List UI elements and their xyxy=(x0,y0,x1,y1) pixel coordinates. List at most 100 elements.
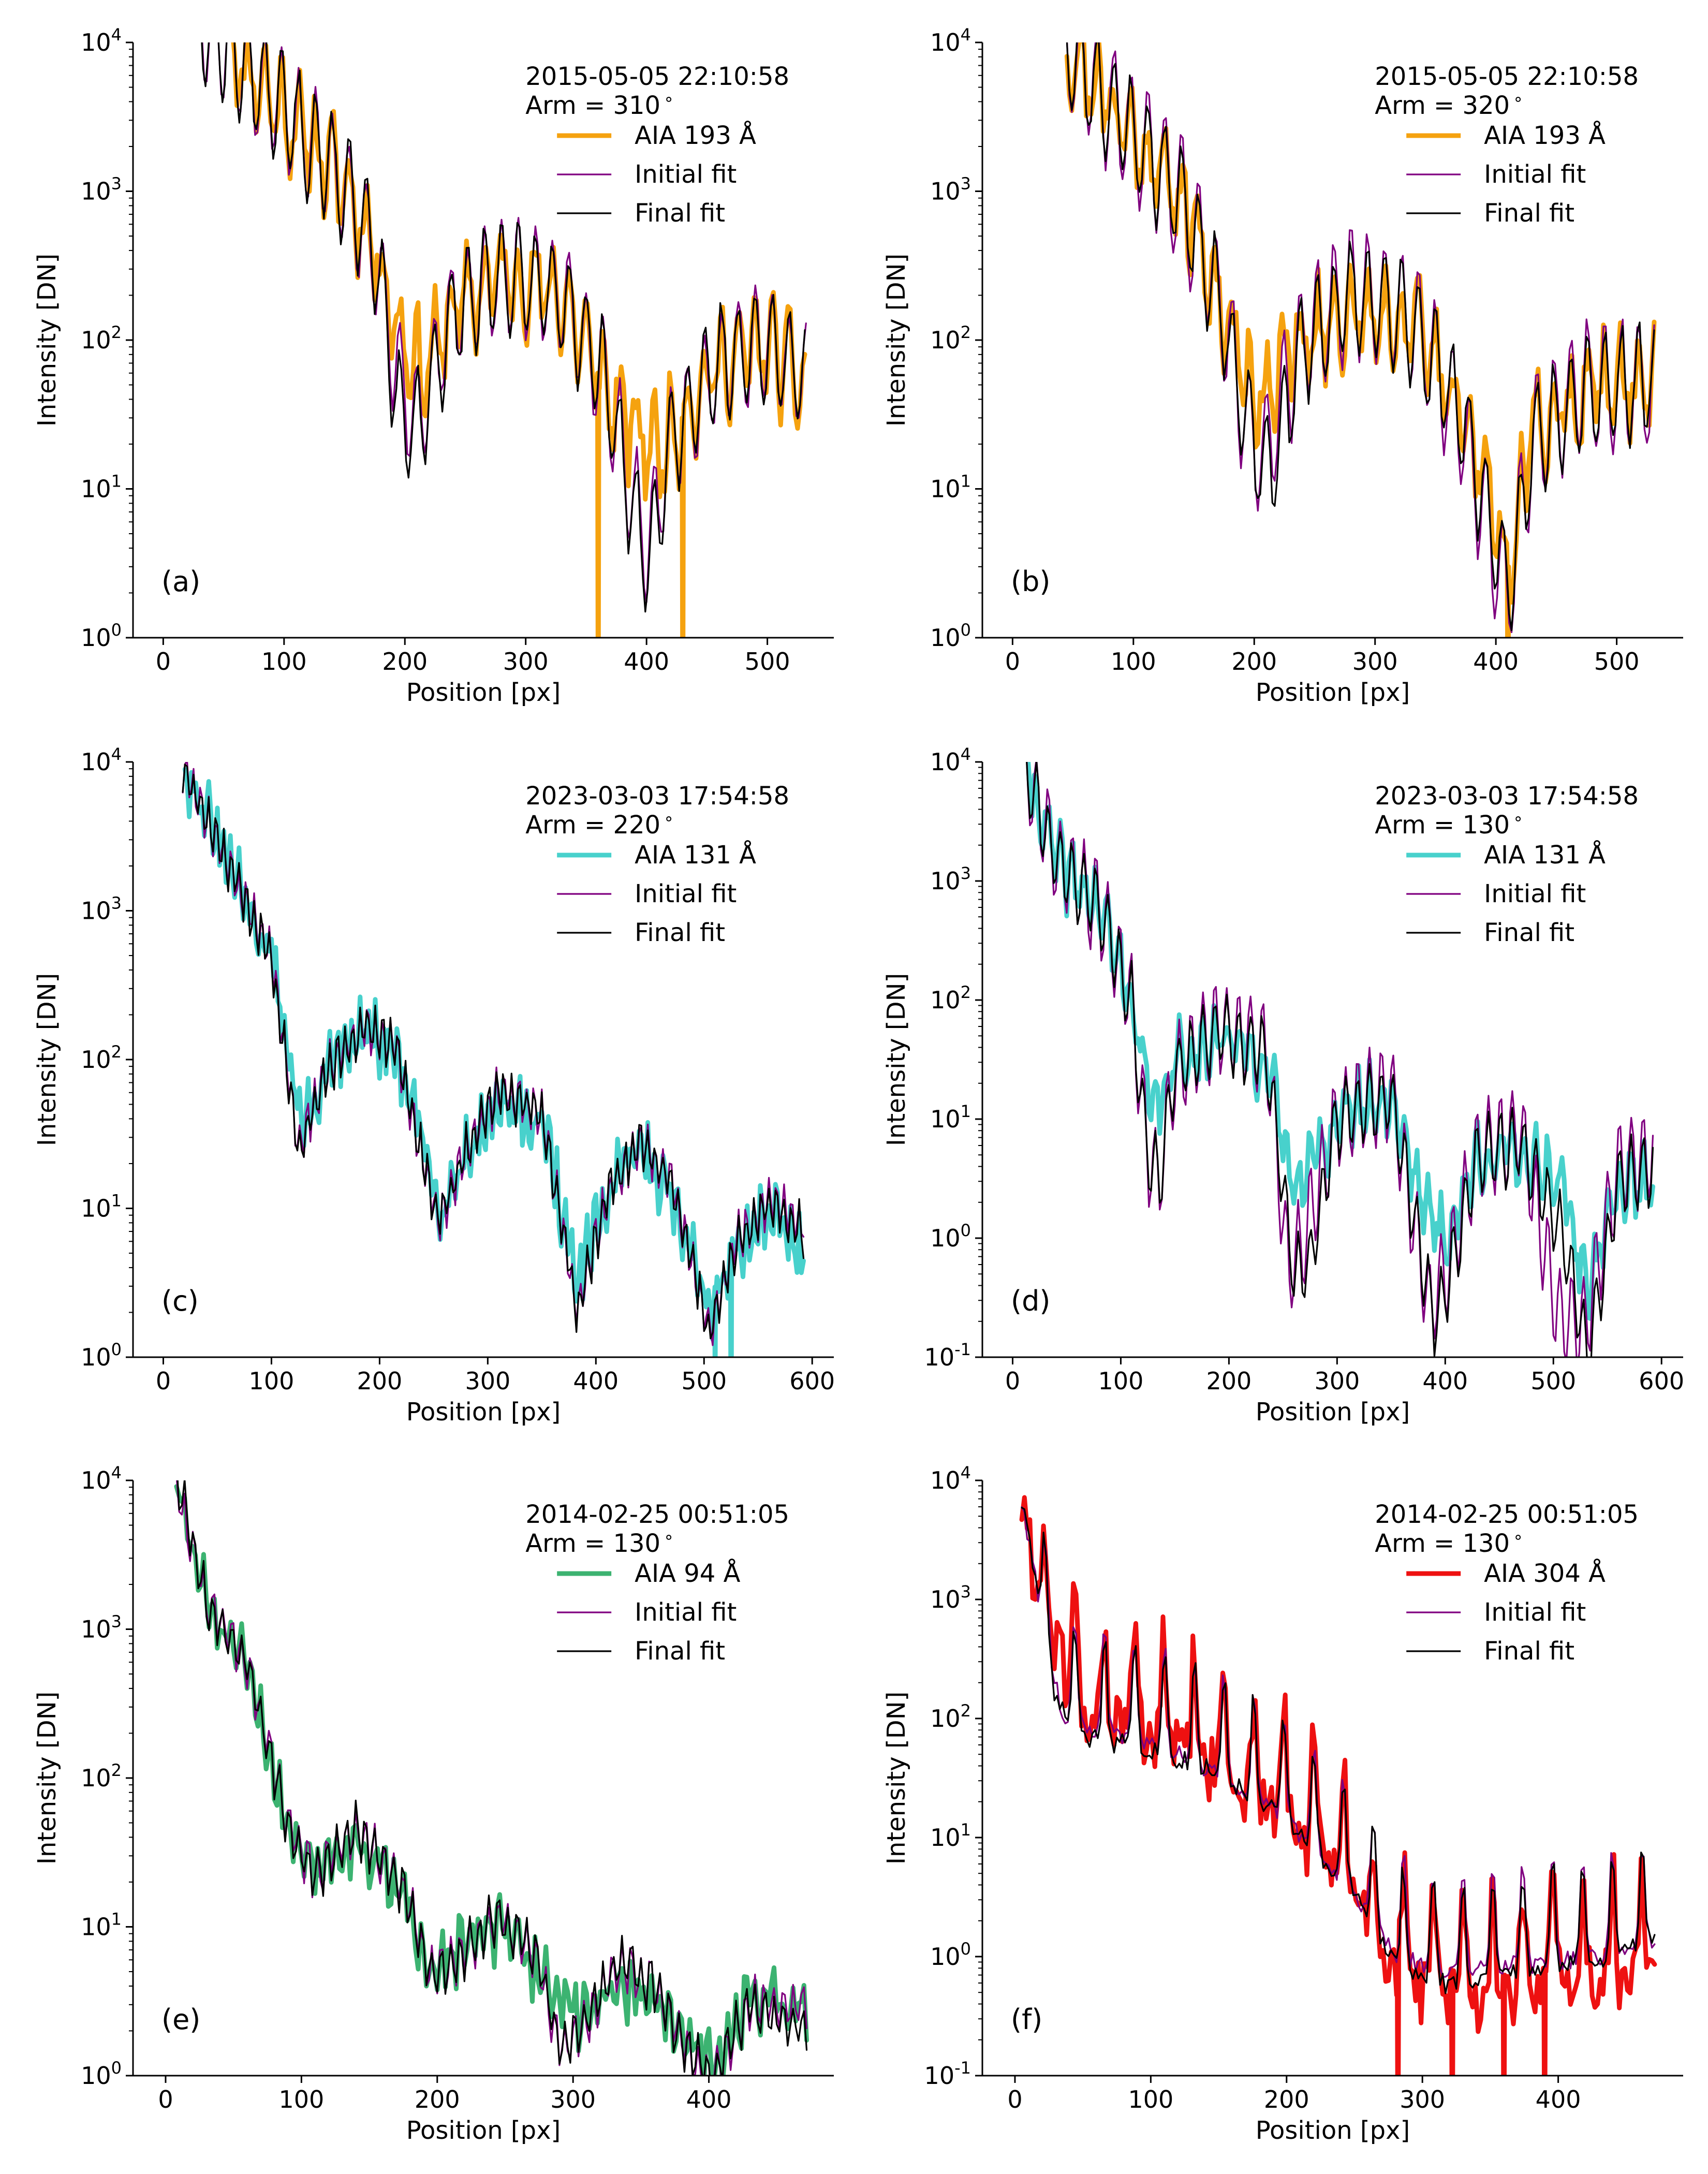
x-tick-label: 400 xyxy=(573,1367,619,1395)
x-tick-label: 100 xyxy=(278,2085,324,2113)
legend-label-obs: AIA 131 Å xyxy=(1484,840,1606,870)
y-tick-label: 100 xyxy=(930,620,971,652)
x-tick-label: 400 xyxy=(1536,2085,1581,2113)
y-tick-label: 102 xyxy=(930,982,971,1014)
y-tick-label: 101 xyxy=(81,1909,122,1941)
series-line-obs xyxy=(182,767,806,1357)
y-tick-label: 100 xyxy=(930,1939,971,1971)
timestamp-label: 2014-02-25 00:51:05 xyxy=(525,1500,789,1529)
y-tick-label: 104 xyxy=(930,25,971,56)
x-axis-label: Position [px] xyxy=(406,2116,561,2145)
arm-label: Arm = 130 ∘ xyxy=(1375,809,1523,840)
y-tick-label: 101 xyxy=(930,1820,971,1852)
chart-panel-a: 0 100 200 300 400 500 100 101 102 103 104 Position … xyxy=(33,25,834,707)
x-tick-label: 200 xyxy=(1264,2085,1309,2113)
x-axis-label: Position [px] xyxy=(1256,678,1410,707)
legend-label-obs: AIA 131 Å xyxy=(635,840,756,870)
y-tick-label: 100 xyxy=(81,1340,122,1371)
legend-label-init: Initial fit xyxy=(635,1598,737,1627)
legend-label-obs: AIA 304 Å xyxy=(1484,1559,1606,1588)
x-tick-label: 200 xyxy=(1231,648,1277,675)
plot-area xyxy=(182,762,806,1357)
x-tick-label: 400 xyxy=(1422,1367,1468,1395)
x-axis-label: Position [px] xyxy=(1256,1398,1410,1427)
x-tick-label: 0 xyxy=(156,648,171,675)
legend-label-init: Initial fit xyxy=(1484,1598,1586,1627)
legend-label-final: Final fit xyxy=(1484,1637,1574,1666)
timestamp-label: 2023-03-03 17:54:58 xyxy=(1375,782,1639,811)
y-tick-label: 104 xyxy=(81,744,122,776)
series-line-final xyxy=(1021,1507,1656,1994)
series-line-final xyxy=(201,42,806,613)
legend-label-init: Initial fit xyxy=(1484,160,1586,189)
legend: AIA 94 Å Initial fit Final fit xyxy=(557,1559,741,1666)
legend-label-obs: AIA 193 Å xyxy=(635,121,756,150)
series-line-final xyxy=(1026,762,1654,1357)
y-tick-label: 104 xyxy=(81,25,122,56)
x-tick-label: 0 xyxy=(1007,2085,1022,2113)
x-tick-label: 200 xyxy=(357,1367,403,1395)
arm-label: Arm = 310 ∘ xyxy=(525,89,674,120)
series-line-obs xyxy=(1026,762,1655,1321)
y-tick-label: 104 xyxy=(930,744,971,776)
panel-label: (e) xyxy=(161,2003,200,2036)
x-tick-label: 0 xyxy=(1005,648,1020,675)
y-axis-label: Intensity [DN] xyxy=(33,254,62,427)
y-axis-label: Intensity [DN] xyxy=(33,1692,62,1865)
panel-label: (f) xyxy=(1011,2003,1042,2036)
x-tick-label: 400 xyxy=(1473,648,1519,675)
x-tick-label: 500 xyxy=(1594,648,1640,675)
x-tick-label: 200 xyxy=(382,648,428,675)
x-tick-label: 600 xyxy=(789,1367,835,1395)
y-tick-label: 101 xyxy=(930,472,971,503)
timestamp-label: 2014-02-25 00:51:05 xyxy=(1375,1500,1639,1529)
y-tick-label: 102 xyxy=(81,1760,122,1792)
legend-label-final: Final fit xyxy=(635,199,725,228)
panel-label: (a) xyxy=(161,565,200,598)
y-tick-label: 101 xyxy=(81,1191,122,1223)
y-tick-label: 102 xyxy=(81,322,122,354)
legend: AIA 193 Å Initial fit Final fit xyxy=(1406,121,1606,228)
y-tick-label: 10-1 xyxy=(924,1340,971,1371)
legend-label-init: Initial fit xyxy=(635,160,737,189)
x-axis-label: Position [px] xyxy=(406,1398,561,1427)
chart-panel-c: 0 100 200 300 400 500 600 100 101 102 103 104 Positi… xyxy=(33,744,835,1427)
legend: AIA 131 Å Initial fit Final fit xyxy=(1406,840,1606,947)
series-line-final xyxy=(182,763,805,1340)
arm-label: Arm = 320 ∘ xyxy=(1375,89,1523,120)
legend-label-final: Final fit xyxy=(1484,199,1574,228)
x-tick-label: 200 xyxy=(415,2085,460,2113)
y-tick-label: 101 xyxy=(930,1101,971,1133)
panel-label: (c) xyxy=(161,1285,199,1317)
x-tick-label: 0 xyxy=(156,1367,171,1395)
x-tick-label: 500 xyxy=(681,1367,727,1395)
timestamp-label: 2015-05-05 22:10:58 xyxy=(525,62,789,91)
x-axis-label: Position [px] xyxy=(406,678,561,707)
arm-label: Arm = 220 ∘ xyxy=(525,809,674,840)
y-tick-label: 10-1 xyxy=(924,2058,971,2090)
x-tick-label: 600 xyxy=(1639,1367,1684,1395)
x-tick-label: 100 xyxy=(261,648,307,675)
y-tick-label: 102 xyxy=(930,1701,971,1732)
x-tick-label: 300 xyxy=(503,648,549,675)
y-tick-label: 102 xyxy=(81,1042,122,1074)
y-axis-label: Intensity [DN] xyxy=(33,973,62,1147)
panel-label: (b) xyxy=(1011,565,1050,598)
y-axis-label: Intensity [DN] xyxy=(882,973,911,1147)
series-line-init xyxy=(1026,762,1654,1357)
y-tick-label: 103 xyxy=(930,174,971,205)
legend: AIA 131 Å Initial fit Final fit xyxy=(557,840,756,947)
y-tick-label: 103 xyxy=(930,1582,971,1613)
panel-label: (d) xyxy=(1011,1285,1050,1317)
series-line-final xyxy=(176,1480,808,2076)
y-tick-label: 101 xyxy=(81,472,122,503)
x-tick-label: 400 xyxy=(624,648,669,675)
x-tick-label: 0 xyxy=(158,2085,173,2113)
x-tick-label: 100 xyxy=(1098,1367,1144,1395)
y-tick-label: 104 xyxy=(81,1463,122,1494)
x-tick-label: 300 xyxy=(1314,1367,1360,1395)
plot-area xyxy=(1064,42,1657,638)
legend-label-obs: AIA 193 Å xyxy=(1484,121,1606,150)
chart-panel-b: 0 100 200 300 400 500 100 101 102 103 104 Position … xyxy=(882,25,1683,707)
